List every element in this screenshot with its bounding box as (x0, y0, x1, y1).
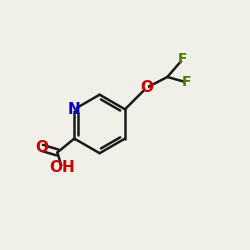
FancyBboxPatch shape (181, 57, 184, 61)
FancyBboxPatch shape (58, 166, 66, 170)
Text: OH: OH (49, 160, 75, 175)
Text: O: O (36, 140, 49, 155)
FancyBboxPatch shape (72, 107, 76, 112)
Text: O: O (140, 80, 153, 95)
FancyBboxPatch shape (145, 86, 148, 90)
FancyBboxPatch shape (185, 80, 188, 84)
Text: F: F (178, 52, 188, 66)
Text: N: N (68, 102, 81, 117)
FancyBboxPatch shape (40, 146, 44, 150)
Text: F: F (182, 75, 191, 89)
